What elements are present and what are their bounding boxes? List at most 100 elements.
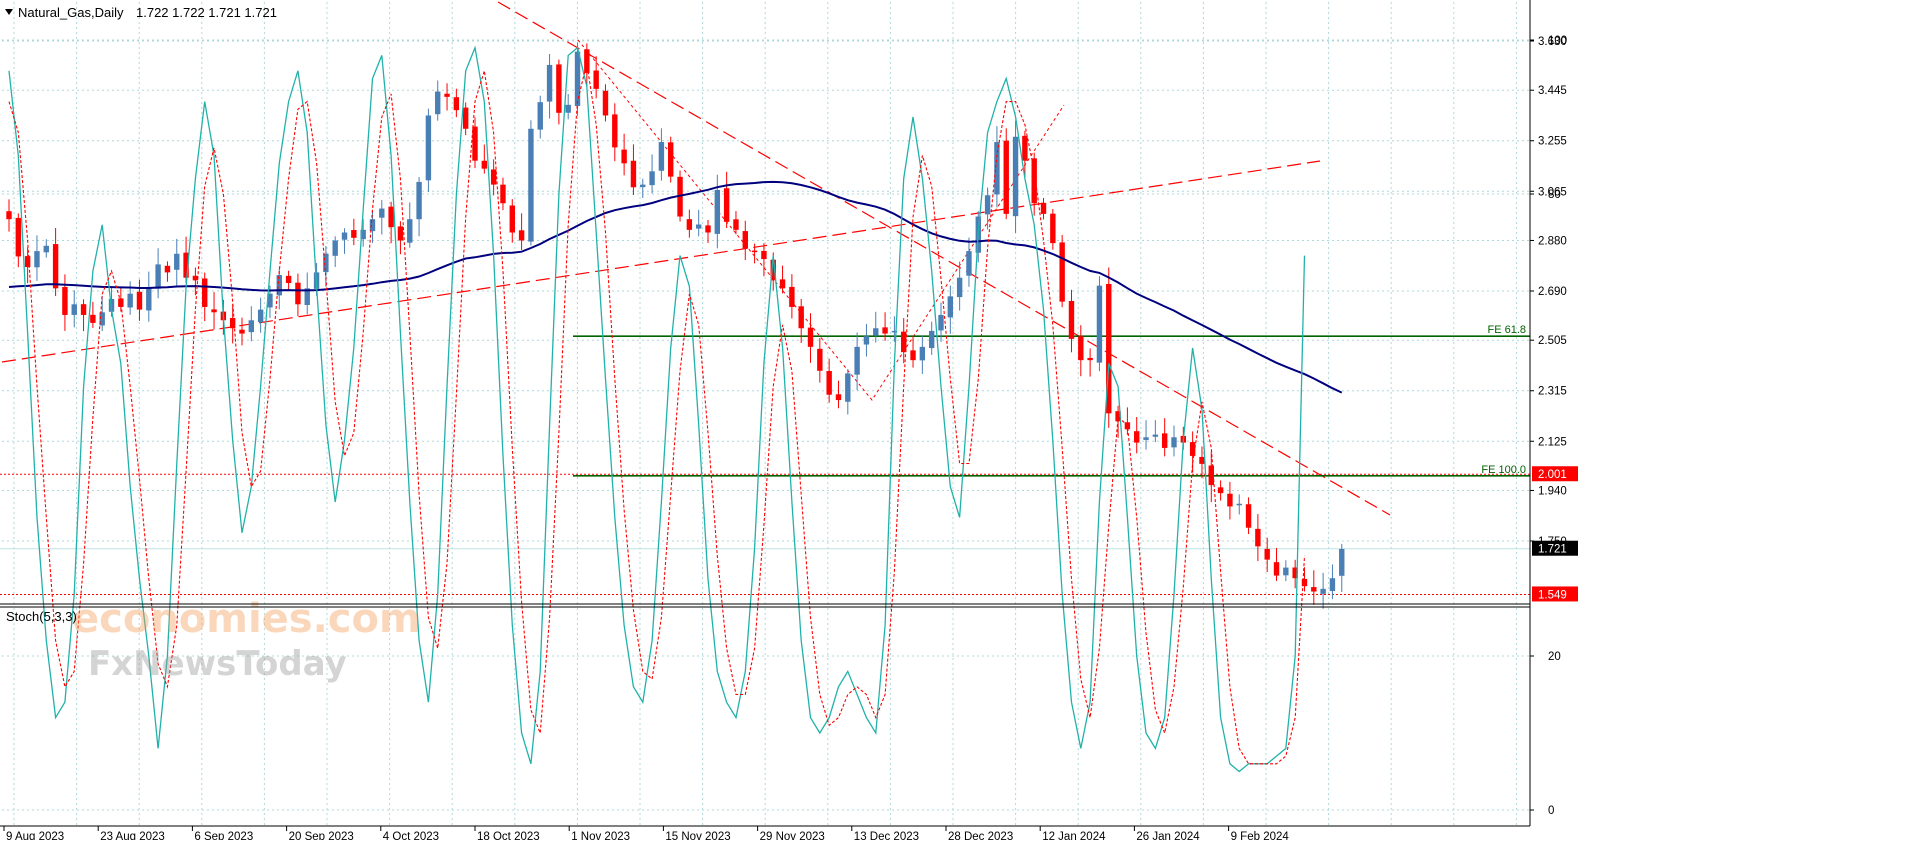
candle-body — [1217, 487, 1224, 494]
candle-body — [584, 49, 590, 73]
candle-body — [1208, 465, 1214, 486]
price-marker-box — [1532, 466, 1578, 482]
candle-body — [462, 107, 469, 129]
candle-body — [1273, 562, 1280, 576]
candle-body — [62, 286, 68, 315]
candle-body — [99, 312, 105, 326]
candle-body — [360, 229, 366, 240]
candle-body — [52, 244, 59, 289]
candle-body — [845, 373, 851, 402]
candle-body — [351, 230, 357, 238]
candle-body — [621, 149, 627, 164]
y-tick-label: 2.505 — [1538, 335, 1567, 347]
price-lines — [0, 473, 1530, 595]
candle-body — [723, 188, 730, 222]
watermark-brand: economies.com — [72, 596, 421, 642]
stoch-title: Stoch(5,3,3) — [6, 609, 77, 624]
candle-body — [537, 102, 543, 130]
candle-body — [742, 231, 748, 249]
y-tick-label: 2.690 — [1538, 286, 1567, 298]
dropdown-arrow-icon[interactable] — [5, 9, 13, 15]
falling-trendline — [497, 1, 1391, 516]
candle-body — [761, 250, 767, 260]
candle-body — [24, 256, 31, 268]
candle-body — [565, 104, 571, 113]
candle-body — [481, 160, 488, 169]
watermark-sub: FxNewsToday — [88, 644, 347, 684]
candle-body — [938, 314, 944, 331]
moving-average — [8, 180, 1343, 394]
x-tick-label: 12 Jan 2024 — [1042, 831, 1106, 840]
candle-body — [574, 51, 581, 106]
candle-body — [444, 93, 450, 97]
candle-body — [332, 240, 338, 256]
candle-body — [1171, 437, 1177, 448]
y-tick-label: 100 — [1548, 35, 1567, 47]
candle-body — [146, 288, 152, 311]
x-tick-label: 1 Nov 2023 — [571, 831, 630, 840]
candle-body — [817, 348, 823, 371]
candle-body — [435, 91, 441, 115]
ma-line — [8, 180, 1343, 394]
candle-body — [928, 330, 935, 349]
candle-body — [248, 320, 255, 333]
x-tick-label: 23 Aug 2023 — [100, 831, 165, 840]
candle-body — [1152, 434, 1159, 437]
candle-body — [1106, 283, 1112, 414]
candle-body — [80, 304, 87, 315]
candle-body — [593, 70, 599, 89]
fe-level-label: FE 61.8 — [1487, 324, 1526, 336]
candle-body — [1189, 442, 1196, 456]
candle-body — [994, 142, 1000, 195]
candle-body — [1292, 567, 1298, 579]
candle-body — [1283, 567, 1289, 576]
y-tick-label: 2.880 — [1538, 235, 1567, 247]
candle-body — [882, 327, 888, 334]
candle-body — [369, 219, 376, 232]
candle-body — [425, 115, 432, 181]
candle-body — [304, 288, 310, 306]
candle-body — [239, 329, 245, 334]
price-marker-box — [1532, 586, 1578, 602]
candle-body — [556, 64, 562, 113]
y-tick-label: 20 — [1548, 651, 1561, 663]
x-tick-label: 18 Oct 2023 — [477, 831, 540, 840]
candle-body — [695, 224, 702, 229]
candle-body — [901, 331, 907, 353]
y-tick-label: 2.125 — [1538, 436, 1567, 448]
candle-body — [164, 265, 171, 273]
candle-body — [1040, 202, 1047, 214]
candle-body — [388, 206, 394, 228]
candle-body — [1050, 213, 1056, 244]
price-marker-label: 1.721 — [1538, 544, 1567, 556]
candle-body — [43, 245, 49, 253]
candle-body — [6, 211, 12, 220]
candle-body — [1096, 285, 1103, 363]
candle-body — [118, 298, 124, 307]
x-tick-label: 9 Feb 2024 — [1231, 831, 1290, 840]
candle-body — [779, 279, 786, 289]
candle-body — [1022, 135, 1028, 161]
y-tick-label: 0 — [1548, 805, 1554, 817]
candle-body — [71, 304, 77, 315]
x-tick-label: 9 Aug 2023 — [6, 831, 64, 840]
candle-body — [1068, 300, 1075, 339]
candle-body — [668, 142, 674, 177]
candle-body — [1245, 504, 1252, 528]
y-tick-label: 3.255 — [1538, 136, 1567, 148]
candle-body — [453, 97, 460, 111]
candle-body — [1255, 528, 1261, 547]
candle-body — [919, 346, 926, 361]
candle-body — [1227, 493, 1233, 507]
candle-body — [267, 293, 273, 308]
candle-body — [323, 253, 329, 273]
candle-body — [640, 184, 646, 188]
candle-body — [1003, 140, 1009, 214]
candle-body — [1329, 578, 1336, 592]
price-marker-label: 2.001 — [1538, 469, 1567, 481]
candle-body — [90, 314, 96, 323]
x-tick-label: 15 Nov 2023 — [665, 831, 730, 840]
ohlc-values: 1.722 1.722 1.721 1.721 — [136, 5, 277, 20]
